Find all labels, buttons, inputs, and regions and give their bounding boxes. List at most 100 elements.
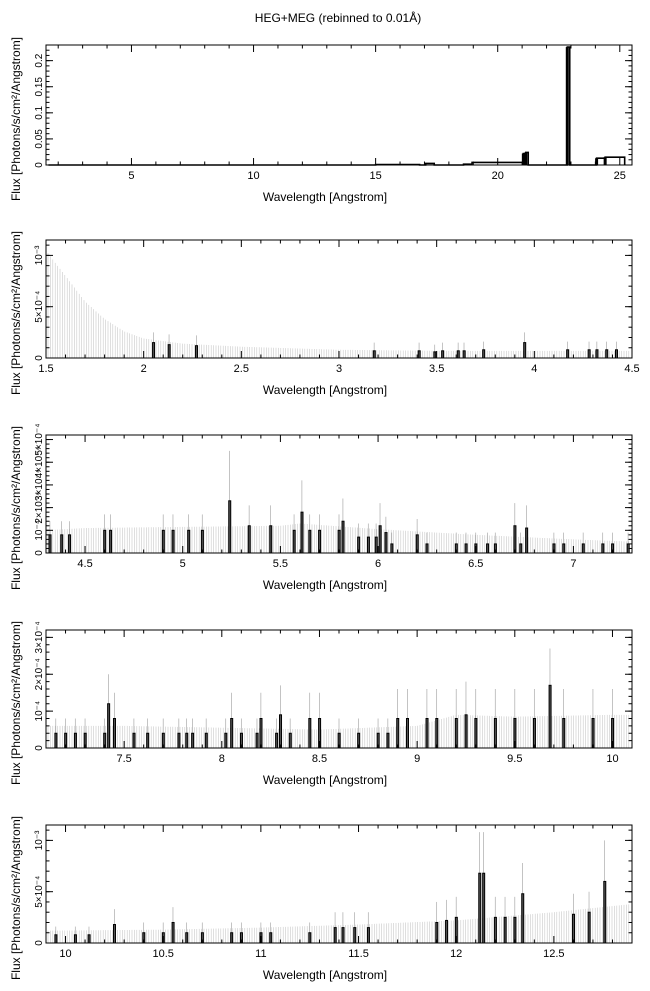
error-bars xyxy=(49,450,629,544)
flux-bar xyxy=(107,703,111,749)
y-tick-label: 0.15 xyxy=(34,77,45,97)
flux-bar xyxy=(384,532,388,554)
flux-bar xyxy=(73,934,77,944)
y-axis: 0 5×10⁻⁴ 10⁻³ Flux [Photons/s/cm²/Angstrom] xyxy=(9,816,632,980)
spectrum-line xyxy=(48,46,626,166)
flux-bar xyxy=(405,718,409,749)
flux-bar xyxy=(195,345,199,359)
flux-bar xyxy=(417,350,421,359)
flux-bar xyxy=(513,525,517,554)
flux-bar xyxy=(333,927,337,944)
flux-bar xyxy=(146,732,150,749)
flux-bar xyxy=(581,543,585,554)
x-tick-label: 5 xyxy=(128,170,134,182)
panel-1: 5 10 15 20 25 Wavelength [Angstrom] 0 0.05 0.1 0.… xyxy=(9,37,633,204)
flux-bar xyxy=(109,529,113,554)
flux-bar xyxy=(112,718,116,749)
y-tick-label: 2×10⁻⁴ xyxy=(34,492,45,524)
flux-bar xyxy=(269,525,273,554)
y-tick-label: 5×10⁻⁴ xyxy=(34,423,45,455)
flux-bar xyxy=(247,525,251,554)
flux-bar xyxy=(279,714,283,749)
flux-bar xyxy=(230,718,234,749)
flux-bar xyxy=(259,718,263,749)
flux-bar xyxy=(366,927,370,944)
flux-bar xyxy=(187,529,191,554)
emission-line-peak xyxy=(603,157,607,165)
x-tick-label: 4.5 xyxy=(624,363,639,375)
y-tick-label: 3×10⁻⁴ xyxy=(34,621,45,653)
x-tick-label: 4.5 xyxy=(77,558,92,570)
flux-bars xyxy=(48,500,630,554)
flux-bar xyxy=(300,511,304,554)
y-axis: 0 10⁻⁴ 2×10⁻⁴ 3×10⁻⁴ Flux [Photons/s/cm²/Ang… xyxy=(9,621,632,785)
x-axis-label: Wavelength [Angstrom] xyxy=(263,968,387,982)
flux-bar xyxy=(521,893,525,944)
emission-line-peak xyxy=(595,158,599,165)
flux-bar xyxy=(372,350,376,359)
flux-bar xyxy=(562,718,566,749)
y-tick-label: 3×10⁻⁴ xyxy=(34,469,45,501)
flux-bar xyxy=(525,527,529,554)
flux-bar xyxy=(591,718,595,749)
flux-bar xyxy=(482,872,486,944)
flux-bar xyxy=(228,500,232,554)
plot-frame xyxy=(45,44,633,166)
flux-bar xyxy=(386,732,390,749)
flux-bar xyxy=(595,349,599,359)
flux-bar xyxy=(441,350,445,359)
flux-bar xyxy=(73,732,77,749)
y-tick-label: 0.1 xyxy=(34,105,45,119)
upper-limit-hatching xyxy=(47,252,630,358)
emission-line-peak xyxy=(521,153,525,165)
x-tick-label: 3 xyxy=(336,363,342,375)
flux-bar xyxy=(288,732,292,749)
flux-bar xyxy=(185,732,189,749)
flux-bar xyxy=(486,543,490,554)
flux-bar xyxy=(587,911,591,944)
x-tick-label: 3.5 xyxy=(429,363,444,375)
flux-bar xyxy=(68,534,72,554)
flux-bar xyxy=(454,718,458,749)
flux-bar xyxy=(478,872,482,944)
flux-bar xyxy=(425,543,429,554)
flux-bar xyxy=(132,732,136,749)
x-tick-label: 1.5 xyxy=(38,363,53,375)
y-axis: 0 5×10⁻⁴ 10⁻³ Flux [Photons/s/cm²/Angstrom] xyxy=(9,231,632,395)
x-tick-label: 8 xyxy=(219,753,225,765)
flux-bar xyxy=(614,349,618,359)
flux-bar xyxy=(548,684,552,749)
flux-bar xyxy=(482,349,486,359)
y-tick-label: 0.2 xyxy=(34,53,45,67)
flux-bar xyxy=(587,349,591,359)
x-tick-label: 25 xyxy=(614,170,626,182)
flux-bar xyxy=(390,543,394,554)
y-axis-label: Flux [Photons/s/cm²/Angstrom] xyxy=(9,231,23,395)
flux-bar xyxy=(566,349,570,359)
emission-line-peak xyxy=(565,47,569,165)
x-axis: 1.5 2 2.5 3 3.5 4 4.5 Wavelength [Angstrom] xyxy=(38,240,640,397)
x-axis: 4.5 5 5.5 6 6.5 7 Wavelength [Angstrom] xyxy=(45,435,633,592)
x-tick-label: 10 xyxy=(247,170,259,182)
flux-bar xyxy=(152,342,156,359)
flux-bar xyxy=(462,350,466,359)
x-tick-label: 6.5 xyxy=(468,558,483,570)
flux-bars xyxy=(54,872,607,944)
x-axis-label: Wavelength [Angstrom] xyxy=(263,578,387,592)
y-tick-label: 10⁻⁴ xyxy=(34,701,45,722)
y-tick-label: 4×10⁻⁴ xyxy=(34,446,45,478)
flux-bar xyxy=(177,732,181,749)
emission-line-peak xyxy=(524,152,528,165)
x-axis: 5 10 15 20 25 Wavelength [Angstrom] xyxy=(57,45,626,204)
x-axis-label: Wavelength [Angstrom] xyxy=(263,383,387,397)
flux-bar xyxy=(54,934,58,944)
y-tick-label: 5×10⁻⁴ xyxy=(34,876,45,908)
x-tick-label: 5.5 xyxy=(273,558,288,570)
flux-bar xyxy=(464,543,468,554)
flux-bar xyxy=(185,932,189,944)
x-tick-label: 11 xyxy=(255,948,266,960)
flux-bar xyxy=(224,732,228,749)
flux-bar xyxy=(513,916,517,944)
x-tick-label: 10 xyxy=(59,948,71,960)
